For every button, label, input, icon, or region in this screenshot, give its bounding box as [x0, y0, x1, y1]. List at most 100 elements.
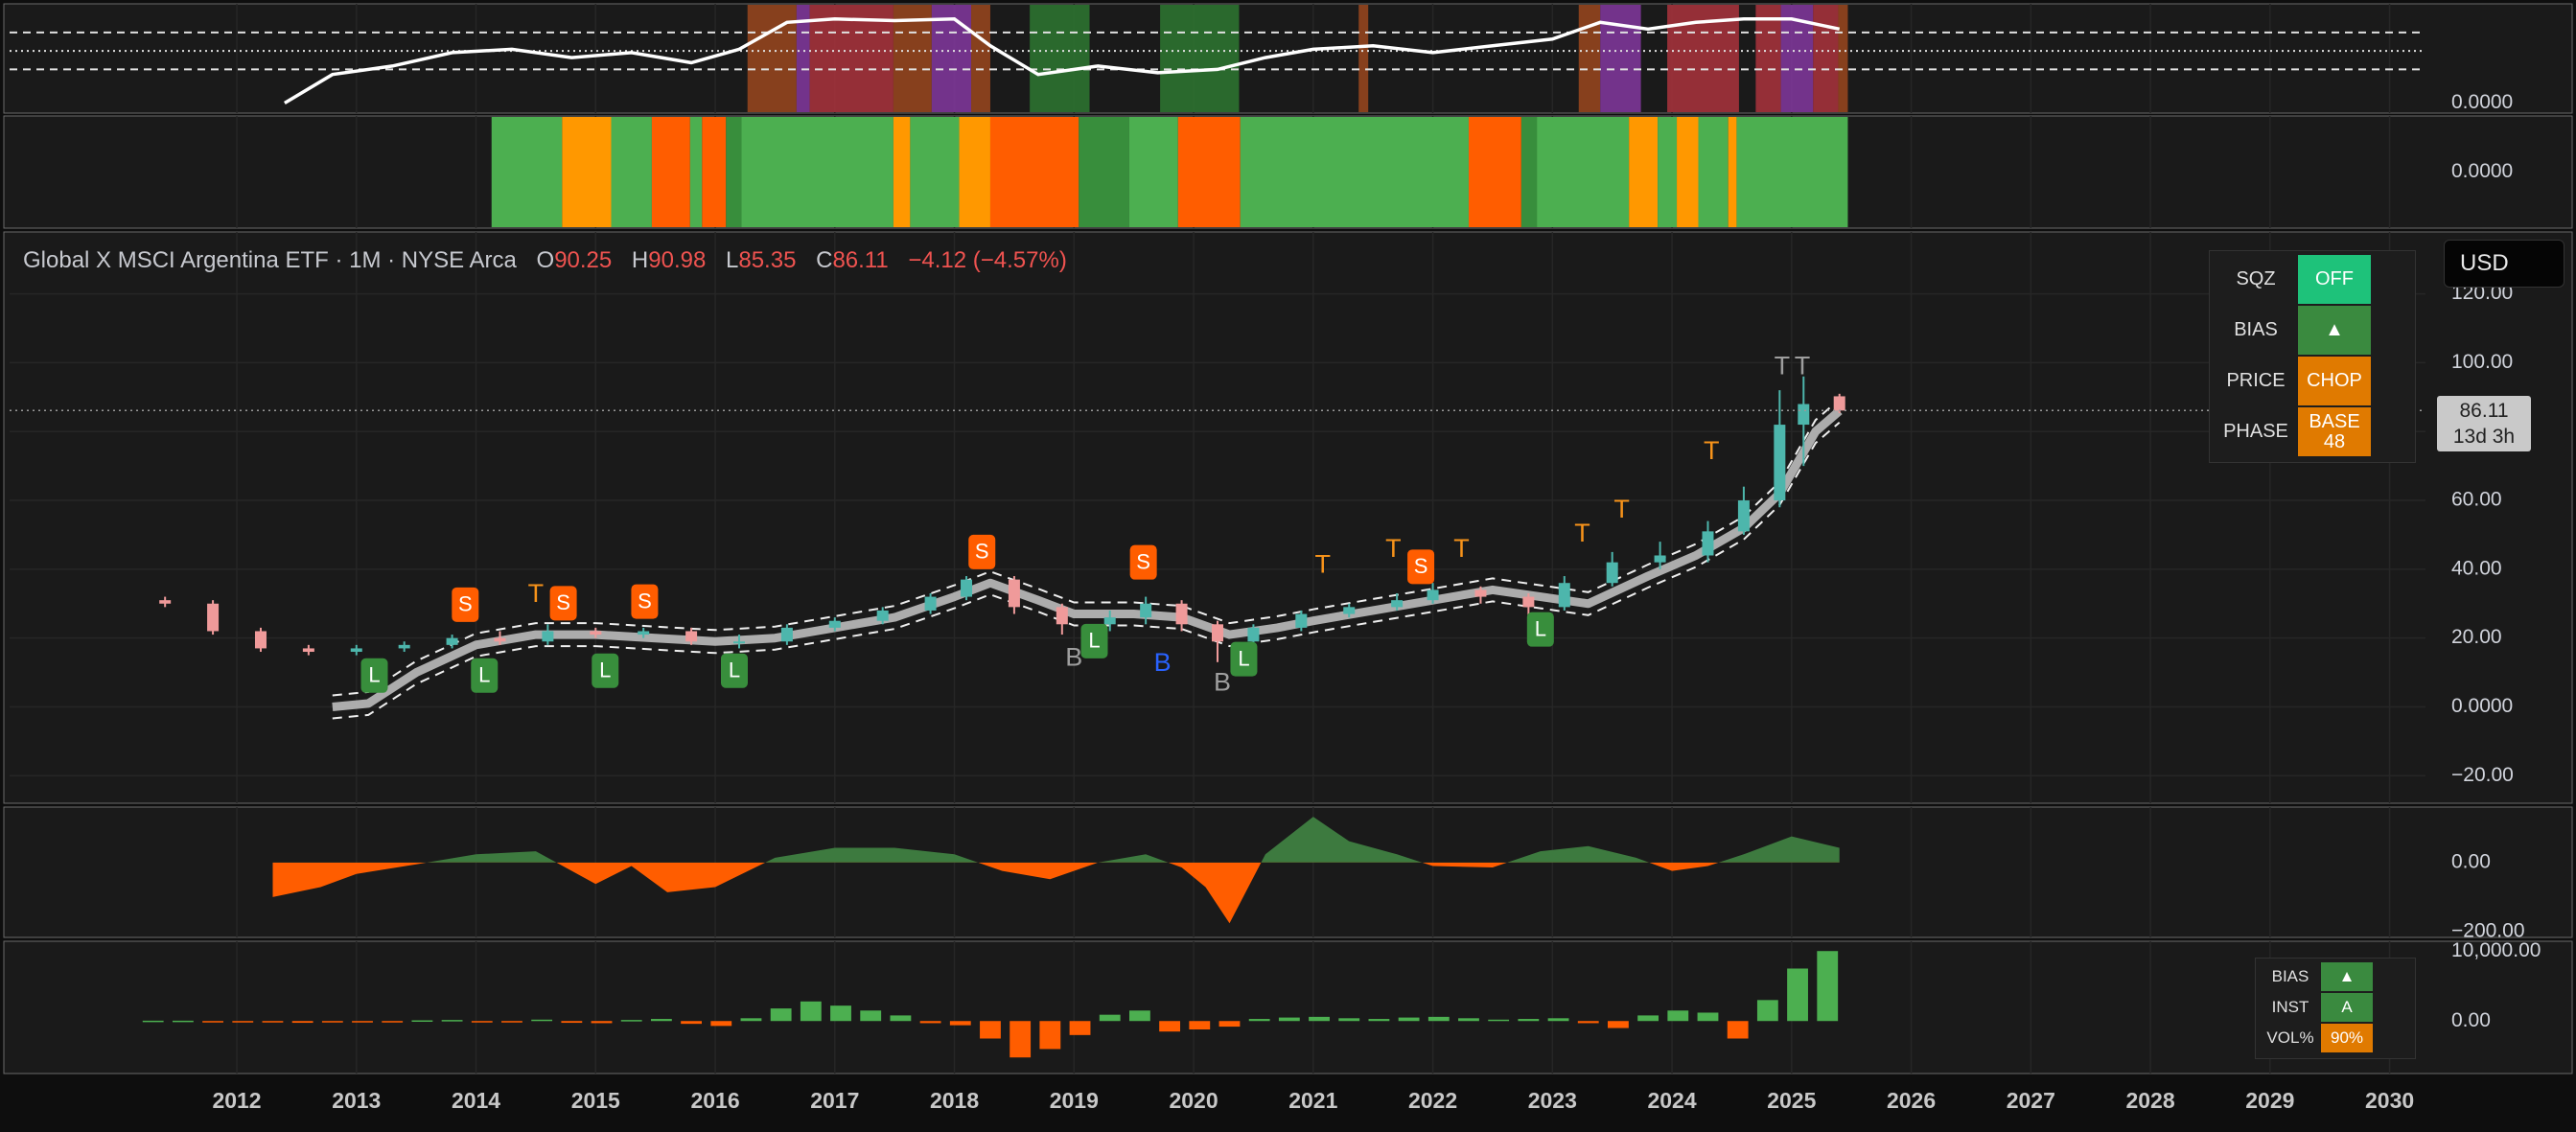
- row-value: ▲: [2298, 306, 2371, 355]
- candle-body: [1558, 583, 1570, 608]
- regime-band: [1177, 117, 1241, 227]
- y-tick-label: 100.00: [2451, 351, 2513, 373]
- candle-body: [1737, 500, 1750, 532]
- candle-body: [1522, 596, 1535, 608]
- y-tick-label: 60.00: [2451, 489, 2502, 511]
- regime-band: [893, 5, 932, 112]
- x-tick-label: 2025: [1767, 1088, 1816, 1113]
- table-row: PHASE BASE 48: [2214, 407, 2411, 456]
- ohlc-label: C: [816, 247, 833, 273]
- x-tick-label: 2022: [1408, 1088, 1457, 1113]
- volume-bar: [382, 1021, 404, 1023]
- y-tick-label: 0.0000: [2451, 695, 2513, 717]
- candle-body: [961, 579, 973, 597]
- table-row: VOL% 90%: [2260, 1024, 2411, 1052]
- candle-body: [590, 631, 602, 635]
- regime-band: [1677, 117, 1699, 227]
- signal-box: [549, 586, 577, 621]
- y-tick-label: 20.00: [2451, 626, 2502, 648]
- candle-body: [1833, 396, 1845, 411]
- volume-bar: [620, 1020, 642, 1022]
- regime-band: [1813, 5, 1839, 112]
- y-tick-label: 10,000.00: [2451, 939, 2541, 961]
- regime-band: [959, 117, 990, 227]
- regime-band: [1520, 117, 1538, 227]
- row-label: INST: [2271, 998, 2309, 1016]
- signal-box: [721, 653, 748, 688]
- regime-band: [1658, 117, 1678, 227]
- symbol-header: Global X MSCI Argentina ETF · 1M · NYSE …: [23, 247, 1067, 274]
- regime-band: [971, 5, 990, 112]
- volume-bar: [262, 1021, 284, 1023]
- regime-band: [1240, 117, 1469, 227]
- volume-bar: [172, 1020, 194, 1023]
- signal-box: [471, 658, 499, 693]
- volume-bar: [501, 1021, 522, 1023]
- regime-band: [1698, 117, 1729, 227]
- volume-bar: [1787, 968, 1808, 1022]
- volume-bar: [1817, 951, 1839, 1022]
- row-value: A: [2321, 993, 2373, 1022]
- regime-band: [809, 5, 893, 112]
- panel-background: [3, 231, 2573, 804]
- candle-body: [1606, 562, 1618, 584]
- candle-body: [1702, 531, 1714, 556]
- volume-bar: [830, 1005, 851, 1022]
- candle-body: [494, 637, 506, 642]
- regime-band: [741, 117, 893, 227]
- signal-label: L: [368, 663, 380, 687]
- candle-body: [1175, 603, 1188, 625]
- candle-body: [542, 631, 554, 642]
- volume-bar: [142, 1020, 164, 1023]
- x-tick-label: 2017: [810, 1088, 859, 1113]
- signal-box: [452, 587, 479, 622]
- volume-bar: [1667, 1010, 1689, 1022]
- candle-body: [685, 631, 698, 642]
- signal-label: L: [729, 658, 740, 682]
- regime-band: [491, 117, 563, 227]
- flow-table: BIAS ▲ INST A VOL% 90%: [2255, 958, 2416, 1059]
- candle-body: [1212, 624, 1223, 642]
- volume-bar: [949, 1021, 971, 1026]
- volume-bar: [1218, 1021, 1241, 1028]
- ma-envelope: [332, 421, 1841, 720]
- table-row: BIAS ▲: [2260, 962, 2411, 991]
- regime-band: [1079, 117, 1129, 227]
- row-label: BIAS: [2234, 319, 2278, 340]
- row-value: ▲: [2321, 962, 2373, 991]
- candle-body: [398, 644, 410, 649]
- signal-box: [1080, 623, 1108, 658]
- y-tick-label: −200.00: [2451, 919, 2525, 941]
- candle-body: [1654, 555, 1666, 563]
- x-tick-label: 2016: [690, 1088, 739, 1113]
- volume-bar: [1069, 1021, 1091, 1035]
- candle-body: [638, 631, 650, 635]
- y-tick-label: 40.00: [2451, 557, 2502, 579]
- candle-body: [207, 603, 220, 632]
- momentum-area: [272, 862, 1840, 924]
- y-tick-label: 0.00: [2451, 850, 2491, 872]
- candle-body: [1474, 589, 1487, 597]
- x-tick-label: 2024: [1647, 1088, 1696, 1113]
- candle-body: [254, 631, 267, 649]
- regime-band: [1468, 117, 1521, 227]
- row-value: CHOP: [2298, 357, 2371, 405]
- volume-bar: [980, 1021, 1001, 1039]
- symbol-name: Global X MSCI Argentina ETF · 1M · NYSE …: [23, 247, 517, 273]
- regime-band: [1537, 117, 1630, 227]
- table-row: INST A: [2260, 993, 2411, 1022]
- x-tick-label: 2026: [1887, 1088, 1936, 1113]
- candle-body: [780, 627, 793, 642]
- signal-label: S: [1414, 554, 1428, 578]
- candle-body: [828, 620, 841, 628]
- volume-bar: [681, 1021, 703, 1025]
- volume-bar: [202, 1021, 223, 1023]
- x-tick-label: 2014: [452, 1088, 500, 1113]
- panel-background: [3, 940, 2573, 1074]
- regime-band: [1358, 5, 1369, 112]
- volume-bar: [1338, 1018, 1360, 1022]
- last-price: 86.11: [2459, 400, 2509, 422]
- currency-button[interactable]: USD: [2444, 240, 2564, 288]
